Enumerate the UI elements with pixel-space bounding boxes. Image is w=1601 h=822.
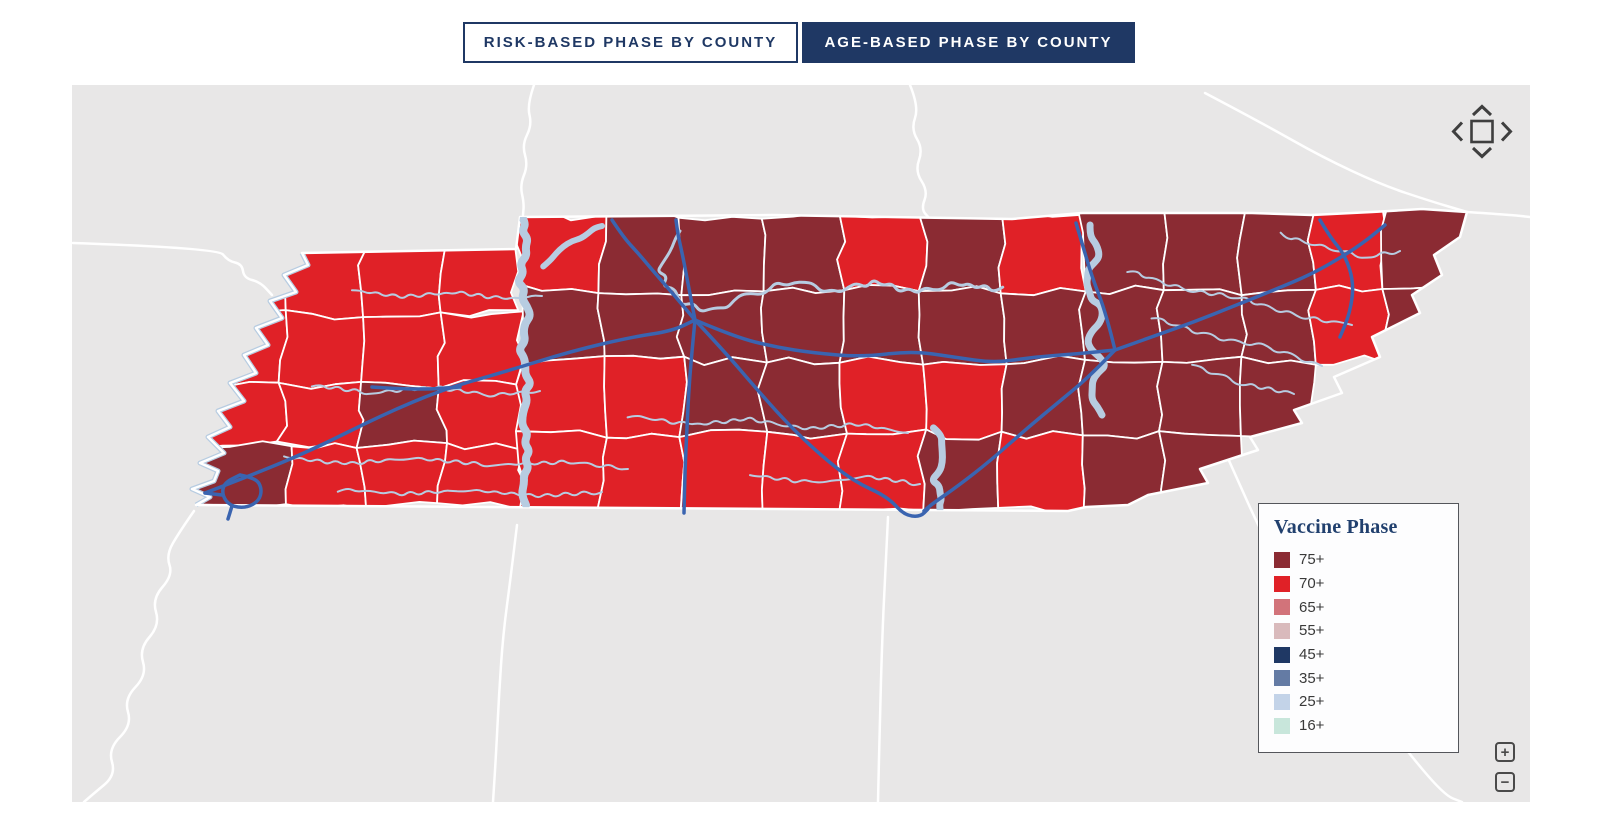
county-shape[interactable] — [1236, 207, 1317, 297]
pan-left-icon[interactable] — [1451, 121, 1464, 142]
legend-item: 35+ — [1274, 666, 1458, 690]
pan-up-icon[interactable] — [1471, 104, 1493, 117]
legend-title: Vaccine Phase — [1274, 516, 1398, 538]
county-shape[interactable] — [284, 442, 368, 511]
county-shape[interactable] — [1307, 284, 1390, 366]
map-extent-icon[interactable] — [1470, 119, 1494, 144]
county-shape[interactable] — [1155, 288, 1248, 364]
tennessee-outline — [190, 207, 1469, 513]
legend-label: 35+ — [1299, 669, 1325, 687]
tab-age-based-phase[interactable]: AGE-BASED PHASE BY COUNTY — [802, 22, 1135, 63]
county-shape[interactable] — [677, 216, 767, 297]
legend-label: 65+ — [1299, 598, 1325, 616]
zoom-in-button[interactable]: + — [1495, 742, 1515, 762]
map-canvas[interactable] — [72, 85, 1530, 802]
legend-item: 65+ — [1274, 595, 1458, 619]
county-shape[interactable] — [836, 211, 929, 292]
county-shape[interactable] — [836, 428, 928, 512]
county-shape[interactable] — [360, 311, 446, 390]
county-shape[interactable] — [597, 209, 686, 297]
legend-label: 55+ — [1299, 622, 1325, 640]
legend-item: 75+ — [1274, 548, 1458, 572]
county-shape[interactable] — [1156, 355, 1243, 437]
legend-swatch-25 — [1274, 693, 1290, 710]
county-shape[interactable] — [838, 355, 928, 436]
rivers-layer — [283, 211, 1401, 511]
tab-risk-based-phase[interactable]: RISK-BASED PHASE BY COUNTY — [463, 22, 798, 63]
county-shape[interactable] — [1081, 430, 1167, 516]
county-shape[interactable] — [997, 212, 1088, 297]
pan-control — [1451, 104, 1513, 159]
legend-item: 25+ — [1274, 690, 1458, 714]
legend-item: 70+ — [1274, 572, 1458, 596]
legend-swatch-35 — [1274, 670, 1290, 687]
county-shape[interactable] — [996, 430, 1086, 514]
zoom-out-button[interactable]: − — [1495, 772, 1515, 792]
legend-swatch-75 — [1274, 551, 1290, 568]
county-shape[interactable] — [357, 245, 446, 318]
county-shape[interactable] — [917, 209, 1007, 295]
county-shape[interactable] — [756, 356, 848, 440]
map-container[interactable]: Vaccine Phase 75+ 70+ 65+ 55+ 45+ 35+ — [72, 85, 1530, 802]
legend-label: 45+ — [1299, 646, 1325, 664]
legend-swatch-16 — [1274, 717, 1290, 734]
vaccine-phase-legend: Vaccine Phase 75+ 70+ 65+ 55+ 45+ 35+ — [1258, 503, 1459, 753]
legend-label: 25+ — [1299, 693, 1325, 711]
highways-layer — [203, 218, 1387, 521]
legend-label: 16+ — [1299, 717, 1325, 735]
county-shape[interactable] — [355, 381, 448, 449]
county-shape[interactable] — [1076, 206, 1169, 295]
county-shape[interactable] — [355, 439, 448, 511]
county-shape[interactable] — [761, 430, 848, 516]
legend-swatch-65 — [1274, 599, 1290, 616]
county-shape[interactable] — [916, 428, 1003, 511]
legend-label: 75+ — [1299, 551, 1325, 569]
legend-item: 16+ — [1274, 714, 1458, 738]
county-shape[interactable] — [603, 354, 688, 440]
county-shape[interactable] — [437, 243, 520, 317]
legend-swatch-70 — [1274, 575, 1290, 592]
county-shape[interactable] — [596, 292, 686, 360]
legend-item: 55+ — [1274, 619, 1458, 643]
legend-swatch-45 — [1274, 646, 1290, 663]
county-shape[interactable] — [275, 381, 365, 449]
county-shape[interactable] — [1000, 354, 1086, 440]
county-shape[interactable] — [596, 432, 686, 515]
legend-swatch-55 — [1274, 622, 1290, 639]
county-shape[interactable] — [1162, 209, 1247, 297]
legend-item: 45+ — [1274, 643, 1458, 667]
county-shape[interactable] — [678, 428, 769, 515]
county-shape[interactable] — [436, 442, 526, 511]
legend-label: 70+ — [1299, 575, 1325, 593]
pan-down-icon[interactable] — [1471, 146, 1493, 159]
pan-right-icon[interactable] — [1500, 121, 1513, 142]
county-shape[interactable] — [277, 309, 366, 390]
county-shape[interactable] — [1240, 289, 1317, 366]
